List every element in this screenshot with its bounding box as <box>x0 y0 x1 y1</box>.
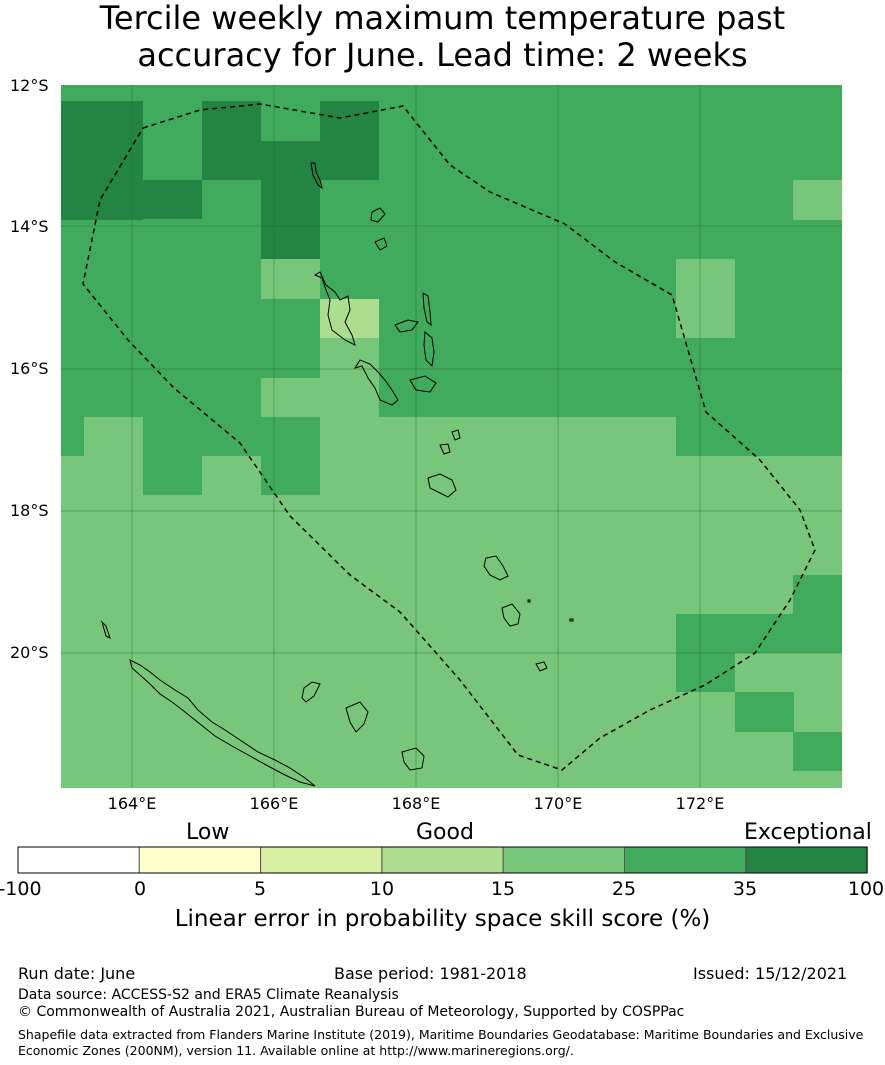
skill-cell <box>261 141 320 259</box>
island-espiritu-santo <box>313 271 356 346</box>
legend-tick: 35 <box>732 878 758 900</box>
colorbar-segment <box>381 846 504 874</box>
lat-tick-14s: 14°S <box>10 217 49 236</box>
island-shepherd <box>451 429 461 441</box>
legend-category-good: Good <box>416 820 474 845</box>
base-period: Base period: 1981-2018 <box>334 964 527 983</box>
skill-cell <box>379 417 676 456</box>
colorbar-segment <box>502 846 626 874</box>
colorbar-segment <box>745 846 868 874</box>
island-vanua-lava <box>374 237 388 251</box>
skill-cell <box>261 378 320 417</box>
skill-cell <box>320 101 379 180</box>
lat-tick-18s: 18°S <box>10 501 49 520</box>
island-mare <box>401 747 425 771</box>
skill-cell <box>793 732 842 771</box>
island-belep <box>100 620 111 639</box>
run-date: Run date: June <box>18 964 136 983</box>
island-pentecost <box>423 330 435 368</box>
skill-cell <box>320 338 379 456</box>
skill-cell <box>143 456 202 495</box>
island-ouvea <box>301 681 321 703</box>
legend-tick: 10 <box>369 878 395 900</box>
skill-cell <box>202 101 261 180</box>
island-lifou <box>345 701 369 733</box>
shapefile-credit: Shapefile data extracted from Flanders M… <box>18 1027 864 1058</box>
skill-cell <box>676 259 735 338</box>
legend-tick: 15 <box>490 878 516 900</box>
lat-tick-16s: 16°S <box>10 359 49 378</box>
legend-tick: 5 <box>253 878 267 900</box>
lat-lon-gridlines <box>61 85 842 788</box>
island-hunter <box>569 618 574 622</box>
lon-tick-170e: 170°E <box>533 794 583 813</box>
island-efate <box>427 473 457 498</box>
skill-cell <box>261 417 320 495</box>
lon-tick-166e: 166°E <box>249 794 299 813</box>
data-source: Data source: ACCESS-S2 and ERA5 Climate … <box>18 987 399 1003</box>
island-erromango <box>483 555 509 581</box>
title-line-1: Tercile weekly maximum temperature past <box>99 0 786 37</box>
map-title: Tercile weekly maximum temperature past … <box>0 0 885 74</box>
skill-cell <box>61 101 143 220</box>
colorbar-segment <box>624 846 747 874</box>
island-torres <box>310 162 323 190</box>
islands <box>100 162 574 787</box>
island-aneityum <box>535 661 548 672</box>
island-ambae <box>394 319 419 333</box>
skill-cell <box>793 575 842 653</box>
legend-tick: -100 <box>0 878 42 900</box>
colorbar-label: Linear error in probability space skill … <box>174 906 711 932</box>
skill-cell <box>735 692 794 732</box>
legend-category-low: Low <box>186 820 230 845</box>
skill-grid-cells <box>61 85 842 788</box>
title-line-2: accuracy for June. Lead time: 2 weeks <box>137 36 748 74</box>
lon-tick-172e: 172°E <box>675 794 725 813</box>
island-maewo <box>422 292 432 327</box>
island-matthew <box>527 599 531 603</box>
island-gaua <box>370 207 386 223</box>
skill-cell <box>735 417 842 456</box>
island-ambrym <box>409 375 437 393</box>
lat-tick-12s: 12°S <box>10 76 49 95</box>
colorbar-border <box>17 846 868 874</box>
legend-tick: 25 <box>611 878 637 900</box>
lon-tick-164e: 164°E <box>107 794 157 813</box>
skill-cell <box>261 259 320 299</box>
legend-category-exceptional: Exceptional <box>744 820 872 845</box>
skill-cell <box>143 180 202 219</box>
lat-tick-20s: 20°S <box>10 643 49 662</box>
island-tanna <box>501 603 521 627</box>
colorbar-segment <box>138 846 262 874</box>
skill-cell <box>84 417 143 456</box>
copyright: © Commonwealth of Australia 2021, Austra… <box>18 1004 685 1020</box>
island-new-caledonia <box>129 659 316 787</box>
skill-cell <box>676 614 793 653</box>
legend-tick: 0 <box>133 878 147 900</box>
colorbar-segment <box>260 846 383 874</box>
island-epi <box>439 443 451 455</box>
eez-boundary <box>82 103 816 771</box>
colorbar-segment <box>17 846 140 874</box>
issued-date: Issued: 15/12/2021 <box>693 964 848 983</box>
island-malekula <box>353 359 399 406</box>
lon-tick-168e: 168°E <box>391 794 441 813</box>
legend-tick: 100 <box>847 878 885 900</box>
skill-cell <box>793 180 842 220</box>
